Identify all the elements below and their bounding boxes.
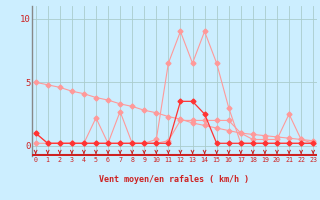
- X-axis label: Vent moyen/en rafales ( km/h ): Vent moyen/en rafales ( km/h ): [100, 174, 249, 184]
